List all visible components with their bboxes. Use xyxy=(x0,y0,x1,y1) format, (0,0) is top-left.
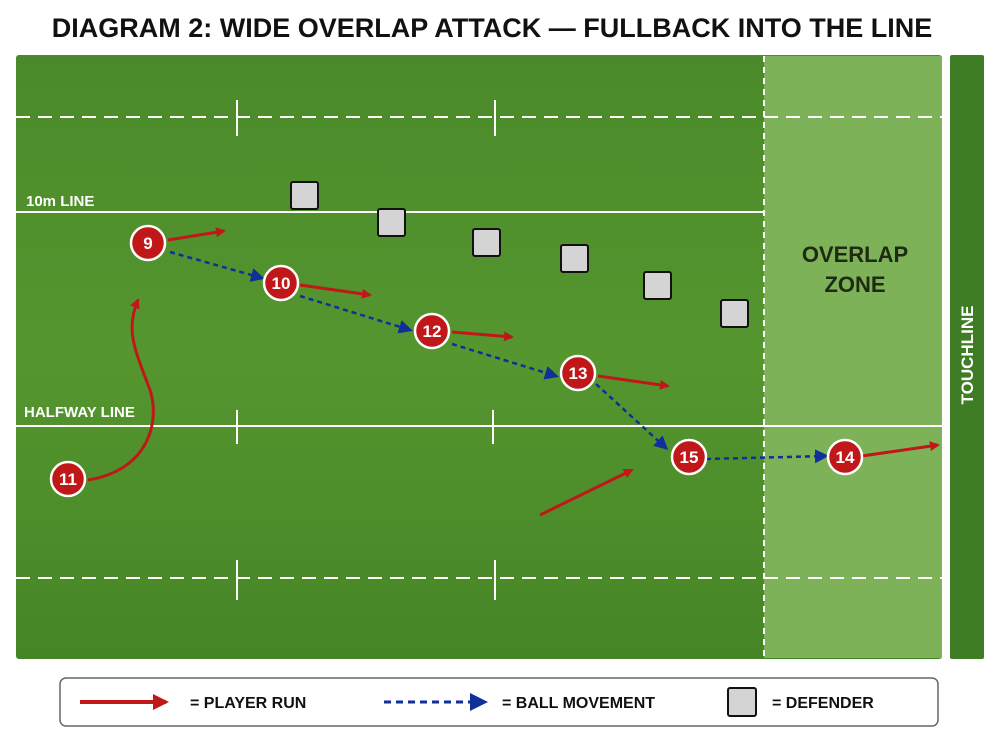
legend: = PLAYER RUN = BALL MOVEMENT = DEFENDER xyxy=(59,677,939,727)
player-number: 9 xyxy=(143,234,152,253)
defender xyxy=(377,208,406,237)
player-number: 15 xyxy=(680,448,699,467)
player-12: 12 xyxy=(413,312,451,350)
defender xyxy=(560,244,589,273)
defender xyxy=(472,228,501,257)
player-run-paths xyxy=(87,227,940,517)
touchline-strip xyxy=(950,55,984,659)
ball-pass-12-to-13 xyxy=(451,342,559,380)
player-13: 13 xyxy=(559,354,597,392)
player-14: 14 xyxy=(826,438,864,476)
player-10: 10 xyxy=(262,264,300,302)
defenders xyxy=(290,181,749,328)
player-number: 10 xyxy=(272,274,291,293)
player-11: 11 xyxy=(49,460,87,498)
player-marker xyxy=(413,312,451,350)
run-11 xyxy=(87,298,155,482)
run-15 xyxy=(539,468,634,517)
overlap-zone-label-line2: ZONE xyxy=(824,272,885,297)
player-number: 12 xyxy=(423,322,442,341)
defender xyxy=(290,181,319,210)
run-13 xyxy=(597,374,670,390)
ball-pass-13-to-15 xyxy=(595,383,669,451)
defender xyxy=(720,299,749,328)
ball-pass-9-to-10 xyxy=(169,250,265,282)
player-number: 13 xyxy=(569,364,588,383)
legend-defender-label: = DEFENDER xyxy=(772,695,874,712)
run-9 xyxy=(167,227,226,242)
run-12 xyxy=(451,330,514,342)
legend-ball-movement-label: = BALL MOVEMENT xyxy=(502,695,655,712)
overlap-zone xyxy=(764,56,942,658)
players: 9 10 12 13 15 14 11 xyxy=(49,224,864,498)
ball-movement-paths xyxy=(169,250,829,464)
player-marker xyxy=(262,264,300,302)
player-marker xyxy=(559,354,597,392)
touchline-label: TOUCHLINE xyxy=(958,306,977,405)
ball-pass-15-to-14 xyxy=(705,449,829,464)
halfway-line-label: HALFWAY LINE xyxy=(24,404,135,421)
legend-player-run-label: = PLAYER RUN xyxy=(190,695,306,712)
player-15: 15 xyxy=(670,438,708,476)
pitch xyxy=(16,55,942,659)
diagram-title: DIAGRAM 2: WIDE OVERLAP ATTACK — FULLBAC… xyxy=(52,13,932,43)
player-marker xyxy=(49,460,87,498)
player-number: 11 xyxy=(59,470,77,489)
player-marker xyxy=(670,438,708,476)
run-10 xyxy=(299,283,372,299)
overlap-zone-label-line1: OVERLAP xyxy=(802,242,908,267)
ball-pass-10-to-12 xyxy=(299,294,413,334)
defender xyxy=(643,271,672,300)
line-10m-label: 10m LINE xyxy=(26,193,94,210)
player-marker xyxy=(129,224,167,262)
legend-box xyxy=(59,677,939,727)
run-14 xyxy=(861,441,940,458)
player-marker xyxy=(826,438,864,476)
player-9: 9 xyxy=(129,224,167,262)
player-number: 14 xyxy=(836,448,855,467)
legend-defender-icon xyxy=(727,687,757,717)
